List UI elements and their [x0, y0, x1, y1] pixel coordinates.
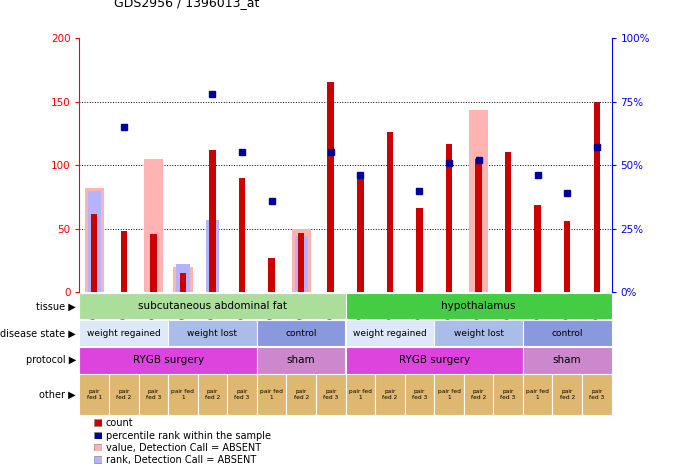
- Bar: [227, 374, 257, 415]
- Text: pair fed
1: pair fed 1: [349, 389, 372, 400]
- Bar: [475, 159, 482, 292]
- Text: percentile rank within the sample: percentile rank within the sample: [106, 430, 271, 441]
- Bar: [434, 374, 464, 415]
- Bar: [523, 347, 612, 374]
- Text: pair
fed 3: pair fed 3: [234, 389, 249, 400]
- Text: pair fed
1: pair fed 1: [171, 389, 194, 400]
- Bar: [564, 221, 571, 292]
- Text: pair
fed 3: pair fed 3: [589, 389, 605, 400]
- Text: rank, Detection Call = ABSENT: rank, Detection Call = ABSENT: [106, 455, 256, 465]
- Bar: [84, 188, 104, 292]
- Text: tissue ▶: tissue ▶: [36, 301, 76, 311]
- Text: weight regained: weight regained: [353, 329, 427, 338]
- Bar: [139, 374, 168, 415]
- Bar: [91, 214, 97, 292]
- Text: sham: sham: [287, 356, 316, 365]
- Bar: [446, 144, 452, 292]
- Text: pair
fed 3: pair fed 3: [146, 389, 161, 400]
- Bar: [328, 82, 334, 292]
- Bar: [375, 374, 405, 415]
- Bar: [582, 374, 612, 415]
- Text: weight lost: weight lost: [453, 329, 504, 338]
- Text: weight regained: weight regained: [87, 329, 161, 338]
- Text: pair
fed 2: pair fed 2: [560, 389, 575, 400]
- Text: pair
fed 3: pair fed 3: [412, 389, 427, 400]
- Bar: [346, 347, 523, 374]
- Text: weight lost: weight lost: [187, 329, 238, 338]
- Text: RYGB surgery: RYGB surgery: [133, 356, 204, 365]
- Bar: [346, 320, 434, 346]
- Bar: [523, 374, 552, 415]
- Text: pair
fed 2: pair fed 2: [205, 389, 220, 400]
- Bar: [79, 374, 109, 415]
- Text: pair
fed 3: pair fed 3: [500, 389, 515, 400]
- Text: control: control: [551, 329, 583, 338]
- Bar: [79, 347, 257, 374]
- Bar: [316, 374, 346, 415]
- Bar: [464, 374, 493, 415]
- Bar: [257, 347, 346, 374]
- Bar: [209, 150, 216, 292]
- Bar: [206, 220, 219, 292]
- Text: protocol ▶: protocol ▶: [26, 356, 76, 365]
- Text: sham: sham: [553, 356, 582, 365]
- Text: pair fed
1: pair fed 1: [437, 389, 460, 400]
- Bar: [239, 178, 245, 292]
- Text: pair
fed 2: pair fed 2: [382, 389, 397, 400]
- Text: subcutaneous abdominal fat: subcutaneous abdominal fat: [138, 301, 287, 311]
- Text: pair
fed 2: pair fed 2: [116, 389, 131, 400]
- Bar: [120, 231, 127, 292]
- Bar: [493, 374, 523, 415]
- Bar: [552, 374, 582, 415]
- Bar: [416, 209, 423, 292]
- Bar: [469, 110, 488, 292]
- Bar: [198, 374, 227, 415]
- Text: value, Detection Call = ABSENT: value, Detection Call = ABSENT: [106, 443, 261, 453]
- Bar: [286, 374, 316, 415]
- Text: control: control: [285, 329, 317, 338]
- Bar: [292, 229, 311, 292]
- Bar: [150, 234, 157, 292]
- Bar: [523, 320, 612, 346]
- Bar: [405, 374, 434, 415]
- Bar: [144, 159, 163, 292]
- Text: pair fed
1: pair fed 1: [261, 389, 283, 400]
- Bar: [346, 374, 375, 415]
- Bar: [505, 153, 511, 292]
- Bar: [168, 320, 257, 346]
- Bar: [594, 101, 600, 292]
- Bar: [257, 374, 286, 415]
- Bar: [88, 191, 101, 292]
- Bar: [268, 258, 275, 292]
- Bar: [294, 237, 307, 292]
- Bar: [173, 267, 193, 292]
- Text: pair
fed 2: pair fed 2: [294, 389, 309, 400]
- Bar: [176, 264, 189, 292]
- Bar: [168, 374, 198, 415]
- Text: pair
fed 3: pair fed 3: [323, 389, 339, 400]
- Bar: [180, 273, 186, 292]
- Text: count: count: [106, 418, 133, 428]
- Bar: [357, 174, 363, 292]
- Bar: [257, 320, 346, 346]
- Bar: [79, 293, 346, 319]
- Text: pair
fed 1: pair fed 1: [86, 389, 102, 400]
- Bar: [109, 374, 139, 415]
- Text: pair fed
1: pair fed 1: [527, 389, 549, 400]
- Bar: [79, 320, 168, 346]
- Bar: [346, 293, 612, 319]
- Bar: [534, 205, 541, 292]
- Text: GDS2956 / 1396013_at: GDS2956 / 1396013_at: [114, 0, 259, 9]
- Bar: [434, 320, 523, 346]
- Bar: [386, 132, 393, 292]
- Text: RYGB surgery: RYGB surgery: [399, 356, 470, 365]
- Bar: [298, 233, 305, 292]
- Text: hypothalamus: hypothalamus: [442, 301, 515, 311]
- Text: pair
fed 2: pair fed 2: [471, 389, 486, 400]
- Text: disease state ▶: disease state ▶: [0, 328, 76, 338]
- Text: other ▶: other ▶: [39, 390, 76, 400]
